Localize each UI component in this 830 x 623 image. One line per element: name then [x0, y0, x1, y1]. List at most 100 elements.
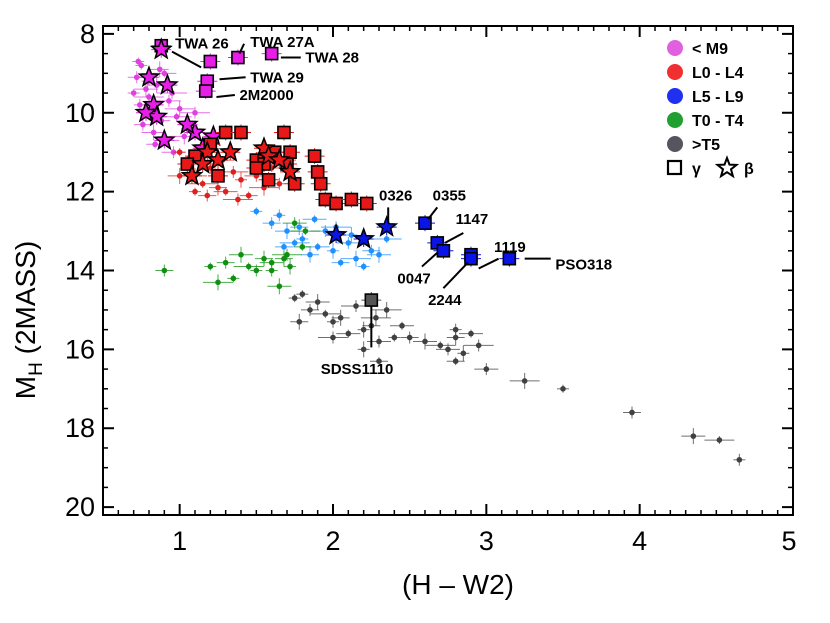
data-point — [299, 236, 306, 242]
data-point — [276, 180, 283, 187]
data-point — [284, 228, 290, 234]
young-star-point — [149, 37, 173, 60]
data-point — [399, 322, 405, 329]
y-tick-label: 16 — [65, 334, 95, 364]
data-point — [276, 212, 283, 219]
legend-marker — [667, 40, 683, 56]
annotation-label: PSO318 — [555, 257, 612, 274]
annotation-leader — [421, 252, 438, 268]
young-square-point — [436, 243, 451, 258]
legend-star-marker — [714, 155, 740, 179]
data-point — [287, 263, 293, 270]
data-point — [330, 318, 336, 325]
young-star-point — [324, 222, 348, 245]
annotation-leader — [442, 261, 469, 289]
y-tick-label: 20 — [65, 492, 95, 522]
annotation-leader — [427, 206, 439, 220]
data-point — [391, 334, 398, 341]
y-label-sub: H — [26, 362, 47, 376]
legend-label: L5 - L9 — [692, 89, 744, 106]
data-point — [376, 251, 382, 258]
young-square-point — [418, 216, 432, 230]
data-point — [337, 315, 344, 321]
annotation-label: TWA 28 — [305, 50, 359, 67]
data-point — [307, 307, 313, 313]
young-star-point — [155, 73, 179, 95]
young-square-point — [249, 161, 264, 175]
data-point — [422, 338, 428, 345]
data-point — [376, 358, 382, 365]
data-point — [330, 334, 336, 341]
data-point — [138, 62, 145, 69]
x-tick-label: 5 — [781, 526, 796, 556]
legend-marker — [667, 64, 683, 80]
data-point — [245, 192, 252, 199]
y-tick-label: 12 — [65, 177, 95, 207]
young-square-point — [310, 165, 325, 179]
annotation-label: TWA 27A — [250, 34, 315, 51]
young-star-point — [180, 163, 204, 186]
data-point — [268, 220, 275, 226]
young-star-point — [152, 128, 176, 151]
y-tick-label: 10 — [65, 98, 95, 128]
data-point — [146, 94, 152, 100]
data-point — [176, 173, 183, 179]
young-points — [134, 37, 520, 309]
young-square-point — [277, 125, 291, 140]
annotation-label: 1147 — [456, 211, 489, 228]
data-point — [560, 386, 566, 392]
young-square-point — [261, 172, 276, 187]
x-tick-label: 4 — [632, 526, 647, 556]
x-tick-label: 3 — [479, 526, 494, 556]
svg-text:MH (2MASS): MH (2MASS) — [10, 241, 47, 399]
x-axis-label: (H – W2) — [402, 569, 514, 600]
data-point — [161, 70, 168, 77]
young-star-point — [134, 100, 158, 123]
data-point — [299, 244, 306, 250]
data-point — [222, 188, 229, 195]
data-point — [368, 247, 375, 254]
data-point — [445, 346, 451, 353]
data-point — [153, 82, 160, 88]
data-point — [291, 220, 298, 226]
data-point — [245, 263, 252, 270]
annotation-label: TWA 29 — [250, 69, 304, 86]
young-square-point — [198, 84, 213, 98]
data-point — [207, 263, 214, 270]
young-square-point — [329, 196, 343, 211]
legend-marker — [667, 136, 683, 152]
young-square-point — [359, 196, 374, 211]
data-point — [281, 255, 287, 262]
data-point — [204, 192, 211, 199]
young-square-point — [234, 125, 248, 140]
data-point — [314, 299, 321, 305]
data-point — [176, 149, 183, 155]
data-point — [311, 216, 318, 223]
data-point — [222, 259, 229, 266]
data-point — [353, 303, 359, 309]
young-square-point — [203, 54, 218, 69]
legend-label: T0 - T4 — [692, 113, 744, 130]
legend-marker — [667, 88, 683, 104]
data-point — [215, 184, 221, 191]
young-square-point — [344, 192, 359, 207]
data-point — [475, 342, 482, 349]
young-square-point — [313, 176, 328, 191]
annotation-label: 1119 — [494, 239, 526, 256]
young-star-point — [257, 143, 281, 166]
data-point — [140, 121, 146, 128]
data-point — [130, 90, 137, 96]
young-star-point — [267, 147, 291, 170]
annotation-leader — [444, 232, 464, 244]
data-point — [170, 149, 177, 155]
data-point — [296, 224, 303, 230]
data-point — [483, 366, 490, 372]
data-point — [348, 232, 355, 238]
legend-gamma-label: γ — [692, 161, 701, 178]
data-point — [452, 358, 459, 365]
data-point — [360, 263, 367, 270]
plot-frame — [102, 25, 794, 516]
